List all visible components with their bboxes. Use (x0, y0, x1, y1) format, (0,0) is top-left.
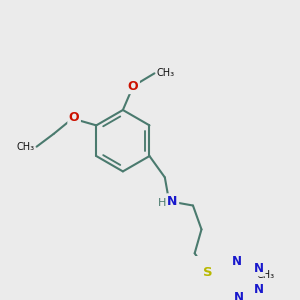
Text: H: H (158, 198, 166, 208)
Text: N: N (232, 255, 242, 268)
Text: N: N (254, 262, 264, 275)
Text: S: S (202, 266, 212, 278)
Text: CH₃: CH₃ (156, 68, 174, 78)
Text: O: O (69, 111, 80, 124)
Text: N: N (254, 283, 264, 296)
Text: O: O (128, 80, 138, 93)
Text: N: N (234, 291, 244, 300)
Text: CH₃: CH₃ (17, 142, 35, 152)
Text: CH₃: CH₃ (256, 270, 274, 280)
Text: N: N (167, 195, 178, 208)
